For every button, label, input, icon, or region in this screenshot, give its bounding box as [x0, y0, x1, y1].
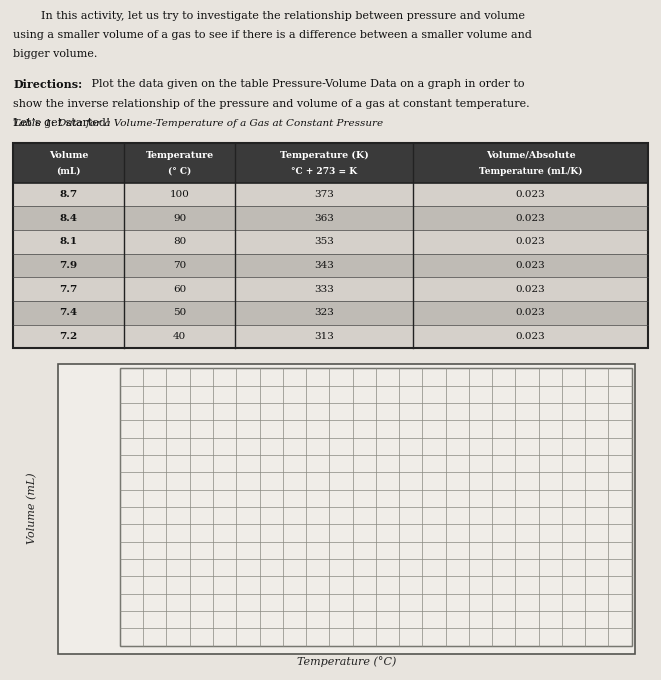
Bar: [120, 369, 632, 646]
Text: 60: 60: [173, 285, 186, 294]
Text: Temperature: Temperature: [145, 151, 214, 160]
Text: using a smaller volume of a gas to see if there is a difference between a smalle: using a smaller volume of a gas to see i…: [13, 30, 532, 40]
Text: 100: 100: [170, 190, 190, 199]
Text: 343: 343: [314, 261, 334, 270]
Text: 8.1: 8.1: [59, 237, 78, 246]
Text: 0.023: 0.023: [516, 214, 545, 223]
Bar: [13, 183, 648, 207]
Text: 0.023: 0.023: [516, 309, 545, 318]
Text: Temperature (K): Temperature (K): [280, 151, 369, 160]
Bar: [13, 207, 648, 230]
Text: 0.023: 0.023: [516, 190, 545, 199]
Text: Plot the data given on the table Pressure-Volume Data on a graph in order to: Plot the data given on the table Pressur…: [87, 80, 524, 90]
Text: 80: 80: [173, 237, 186, 246]
Text: 0.023: 0.023: [516, 261, 545, 270]
Text: 8.7: 8.7: [59, 190, 78, 199]
Text: bigger volume.: bigger volume.: [13, 49, 97, 59]
Text: 7.2: 7.2: [59, 332, 78, 341]
Text: 8.4: 8.4: [59, 214, 77, 223]
Text: Volume (mL): Volume (mL): [27, 473, 38, 545]
Text: Directions:: Directions:: [13, 80, 82, 90]
Text: 7.4: 7.4: [59, 309, 78, 318]
Text: 70: 70: [173, 261, 186, 270]
Text: In this activity, let us try to investigate the relationship between pressure an: In this activity, let us try to investig…: [13, 11, 525, 21]
Bar: [13, 301, 648, 325]
Text: Table 1: Data for a Volume-Temperature of a Gas at Constant Pressure: Table 1: Data for a Volume-Temperature o…: [13, 119, 383, 128]
Text: Volume: Volume: [49, 151, 89, 160]
Text: 373: 373: [314, 190, 334, 199]
Bar: [58, 364, 635, 654]
Text: Temperature (mL/K): Temperature (mL/K): [479, 167, 582, 176]
Bar: [13, 254, 648, 277]
Text: 0.023: 0.023: [516, 285, 545, 294]
Bar: [13, 277, 648, 301]
Bar: [13, 230, 648, 254]
Text: show the inverse relationship of the pressure and volume of a gas at constant te: show the inverse relationship of the pre…: [13, 99, 529, 109]
Bar: [13, 143, 648, 183]
Text: 313: 313: [314, 332, 334, 341]
Text: °C + 273 = K: °C + 273 = K: [291, 167, 357, 176]
Text: 353: 353: [314, 237, 334, 246]
Text: 40: 40: [173, 332, 186, 341]
Text: Volume/Absolute: Volume/Absolute: [486, 151, 575, 160]
Bar: [13, 325, 648, 348]
Text: 323: 323: [314, 309, 334, 318]
Text: 0.023: 0.023: [516, 237, 545, 246]
Text: 7.9: 7.9: [59, 261, 78, 270]
Text: Temperature (°C): Temperature (°C): [297, 656, 397, 667]
Text: 7.7: 7.7: [59, 285, 78, 294]
Text: 0.023: 0.023: [516, 332, 545, 341]
Text: Let’s get started!: Let’s get started!: [13, 118, 110, 128]
Text: (mL): (mL): [56, 167, 81, 176]
Text: 50: 50: [173, 309, 186, 318]
Text: (° C): (° C): [168, 167, 191, 176]
Text: 363: 363: [314, 214, 334, 223]
Text: 90: 90: [173, 214, 186, 223]
Text: 333: 333: [314, 285, 334, 294]
